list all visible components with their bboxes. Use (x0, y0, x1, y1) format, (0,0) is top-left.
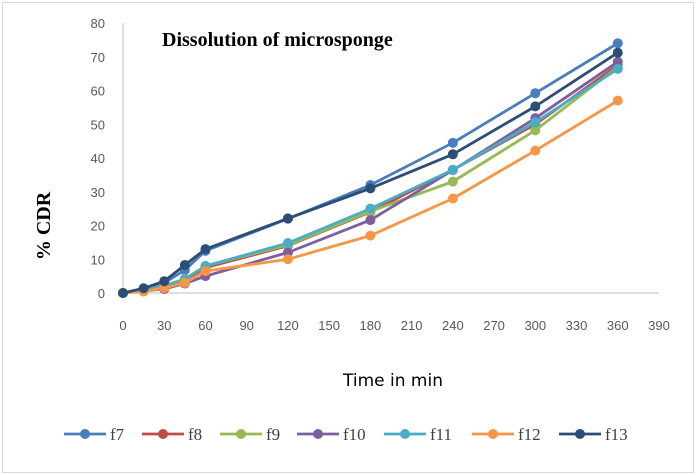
y-tick-label: 10 (91, 252, 105, 267)
data-point-f10 (365, 215, 376, 226)
legend-item-f8: f8 (142, 425, 202, 444)
data-point-f13 (138, 283, 149, 294)
data-point-f13 (282, 213, 293, 224)
data-point-f12 (612, 95, 623, 106)
data-point-f11 (365, 203, 376, 214)
legend-label-f9: f9 (266, 425, 280, 444)
legend-label-f12: f12 (518, 425, 541, 444)
data-point-f11 (612, 63, 623, 74)
legend: f7 f8 f9 f10 f11 f12 f13 (64, 425, 628, 444)
legend-item-f11: f11 (384, 425, 452, 444)
legend-label-f8: f8 (188, 425, 202, 444)
axes (122, 23, 659, 294)
x-tick-label: 330 (566, 318, 588, 333)
series-line-f13 (122, 51, 619, 295)
series-f12 (118, 95, 623, 298)
data-point-f7 (612, 38, 623, 49)
data-point-f13 (179, 259, 190, 270)
legend-marker-f7 (80, 429, 90, 439)
data-point-f13 (365, 183, 376, 194)
series-f13 (118, 47, 623, 298)
series-line-f11 (122, 67, 619, 295)
data-point-f12 (447, 193, 458, 204)
data-point-f13 (447, 149, 458, 160)
data-point-f7 (447, 137, 458, 148)
y-tick-label: 0 (98, 286, 105, 301)
x-tick-label: 90 (239, 318, 253, 333)
data-point-f11 (530, 117, 541, 128)
y-tick-label: 40 (91, 151, 105, 166)
y-tick-label: 30 (91, 185, 105, 200)
legend-label-f7: f7 (110, 425, 125, 444)
data-point-f12 (282, 254, 293, 265)
series-line-f12 (122, 99, 619, 295)
legend-marker-f9 (236, 429, 246, 439)
legend-label-f10: f10 (343, 425, 366, 444)
legend-marker-f12 (488, 429, 498, 439)
legend-item-f12: f12 (472, 425, 541, 444)
data-point-f13 (612, 47, 623, 58)
legend-item-f9: f9 (220, 425, 280, 444)
x-axis-label: Time in min (342, 371, 443, 391)
x-tick-label: 240 (442, 318, 464, 333)
legend-marker-f13 (575, 429, 585, 439)
legend-item-f10: f10 (297, 425, 366, 444)
data-point-f11 (447, 164, 458, 175)
x-tick-label: 180 (360, 318, 382, 333)
y-tick-label: 60 (91, 84, 105, 99)
y-tick-labels: 0 10 20 30 40 50 60 70 80 (91, 16, 105, 301)
legend-label-f11: f11 (430, 425, 452, 444)
data-point-f9 (447, 176, 458, 187)
y-tick-label: 50 (91, 117, 105, 132)
x-tick-labels: 0 30 60 90 120 150 180 210 240 270 300 330 360 390 (119, 318, 669, 333)
legend-marker-f10 (313, 429, 323, 439)
x-tick-label: 210 (401, 318, 423, 333)
x-tick-label: 60 (198, 318, 212, 333)
data-point-f13 (159, 276, 170, 287)
data-point-f13 (530, 101, 541, 112)
data-point-f11 (282, 238, 293, 249)
x-tick-label: 270 (483, 318, 505, 333)
x-tick-label: 390 (648, 318, 670, 333)
data-point-f12 (365, 230, 376, 241)
data-point-f13 (118, 288, 128, 298)
data-point-f12 (200, 266, 211, 277)
legend-marker-f8 (158, 429, 168, 439)
y-tick-label: 80 (91, 16, 105, 31)
data-point-f10 (612, 56, 623, 67)
chart-title: Dissolution of microsponge (162, 29, 393, 51)
y-tick-label: 20 (91, 219, 105, 234)
x-tick-label: 300 (524, 318, 546, 333)
x-tick-label: 360 (607, 318, 629, 333)
series-group (118, 38, 623, 298)
data-point-f12 (530, 145, 541, 156)
data-point-f7 (530, 88, 541, 99)
data-point-f9 (530, 125, 541, 136)
y-tick-label: 70 (91, 50, 105, 65)
legend-item-f13: f13 (559, 425, 628, 444)
x-tick-label: 0 (119, 318, 126, 333)
x-tick-label: 30 (157, 318, 171, 333)
legend-label-f13: f13 (605, 425, 628, 444)
data-point-f12 (179, 277, 190, 288)
y-axis-label: % CDR (33, 191, 55, 260)
legend-item-f7: f7 (64, 425, 125, 444)
x-tick-label: 120 (277, 318, 299, 333)
data-point-f13 (200, 244, 211, 255)
legend-marker-f11 (400, 429, 410, 439)
x-tick-label: 150 (318, 318, 340, 333)
